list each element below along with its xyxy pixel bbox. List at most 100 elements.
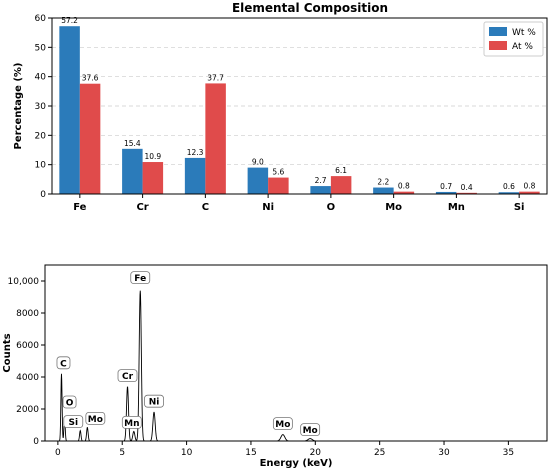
y-tick-label: 0 xyxy=(40,190,46,200)
x-tick-label: Cr xyxy=(136,202,148,213)
peak-label: Ni xyxy=(149,398,160,408)
bar-at xyxy=(330,176,352,194)
bar-data-label: 12.3 xyxy=(187,148,204,157)
x-tick-label: 30 xyxy=(438,448,450,458)
peak-label: Mo xyxy=(275,420,290,430)
bar-wt xyxy=(184,157,206,194)
x-tick-label: Si xyxy=(514,202,525,213)
y-tick-label: 50 xyxy=(35,43,47,53)
x-tick-label: 5 xyxy=(119,448,125,458)
x-tick-label: Mn xyxy=(448,202,465,213)
legend-label-wt: Wt % xyxy=(512,28,536,38)
y-tick-label: 6000 xyxy=(16,341,39,351)
peak-label-box xyxy=(117,369,138,383)
x-tick-label: 0 xyxy=(55,448,61,458)
bar-at xyxy=(205,83,226,194)
spectrum-peak-labels: C O Si Mo Cr Mn Fe Ni Mo Mo xyxy=(56,271,321,437)
bar-chart-x-ticks: Fe Cr C Ni O Mo Mn Si xyxy=(73,194,524,213)
spectrum-chart: 0 2000 4000 6000 8000 10,000 0 5 10 15 20 25 30 35 C… xyxy=(2,264,548,469)
peak-label: O xyxy=(66,399,74,409)
peak-label-box xyxy=(121,415,142,429)
bar-chart-grid xyxy=(52,46,547,166)
legend-swatch-wt xyxy=(489,27,507,36)
x-tick-label: 15 xyxy=(245,448,256,458)
bar-at xyxy=(268,177,289,194)
y-tick-label: 40 xyxy=(35,73,47,83)
bar-data-label: 0.7 xyxy=(440,182,452,191)
peak-label: Mo xyxy=(88,415,103,425)
bar-at xyxy=(456,192,477,194)
spectrum-x-axis-label: Energy (keV) xyxy=(260,458,333,469)
y-tick-label: 10,000 xyxy=(8,277,40,287)
legend-swatch-at xyxy=(489,41,507,50)
bar-chart-bars xyxy=(59,26,540,194)
bar-data-label: 10.9 xyxy=(145,152,162,161)
bar-data-label: 2.2 xyxy=(377,178,389,187)
bar-wt xyxy=(373,187,394,194)
spectrum-y-axis-label: Counts xyxy=(2,333,13,372)
peak-label: Si xyxy=(68,418,78,428)
x-tick-label: 10 xyxy=(181,448,193,458)
peak-label: C xyxy=(60,359,67,369)
bar-data-label: 57.2 xyxy=(61,16,78,25)
bar-chart-legend: Wt % At % xyxy=(483,21,544,57)
x-tick-label: C xyxy=(202,202,209,213)
x-tick-label: 35 xyxy=(503,448,514,458)
legend-label-at: At % xyxy=(512,42,533,52)
peak-label-box xyxy=(62,395,77,409)
peak-label: Fe xyxy=(134,274,146,284)
bar-data-label: 0.4 xyxy=(461,183,473,192)
x-tick-label: Ni xyxy=(262,202,274,213)
bar-chart-frame xyxy=(51,17,548,195)
peak-label: Mo xyxy=(303,426,318,436)
bar-data-label: 37.6 xyxy=(82,74,99,83)
spectrum-frame xyxy=(44,264,548,442)
peak-label-box xyxy=(300,423,321,437)
bar-data-label: 37.7 xyxy=(207,73,224,82)
bar-at xyxy=(519,191,540,194)
bar-chart-y-ticks: 0 10 20 30 40 50 60 xyxy=(35,14,52,200)
spectrum-x-ticks: 0 5 10 15 20 25 30 35 xyxy=(55,441,514,458)
bar-chart-title: Elemental Composition xyxy=(232,1,388,15)
y-tick-label: 30 xyxy=(35,102,47,112)
y-tick-label: 2000 xyxy=(16,405,39,415)
bar-chart-data-labels: 57.2 37.6 15.4 10.9 12.3 37.7 9.0 5.6 2.7 6.1 2.2 0… xyxy=(61,16,535,192)
bar-data-label: 9.0 xyxy=(252,158,264,167)
x-tick-label: Mo xyxy=(385,202,402,213)
peak-label: Cr xyxy=(122,372,134,382)
bar-data-label: 0.8 xyxy=(398,182,410,191)
bar-data-label: 2.7 xyxy=(315,176,327,185)
bar-data-label: 6.1 xyxy=(335,166,347,175)
bar-wt xyxy=(59,26,80,194)
y-tick-label: 0 xyxy=(33,437,39,447)
bar-wt xyxy=(498,192,520,194)
bar-data-label: 5.6 xyxy=(272,168,284,177)
x-tick-label: 20 xyxy=(310,448,322,458)
bar-chart: Elemental Composition 57.2 37.6 15.4 10.9 12… xyxy=(13,1,548,213)
bar-data-label: 15.4 xyxy=(124,139,141,148)
x-tick-label: O xyxy=(327,202,336,213)
peak-label-box xyxy=(56,356,71,370)
spectrum-y-ticks: 0 2000 4000 6000 8000 10,000 xyxy=(8,277,45,447)
peak-label-box xyxy=(63,415,84,429)
y-tick-label: 60 xyxy=(35,14,47,24)
peak-label-box xyxy=(85,411,106,425)
y-tick-label: 8000 xyxy=(16,309,39,319)
y-tick-label: 10 xyxy=(35,161,47,171)
peak-label-box xyxy=(272,417,293,431)
bar-wt xyxy=(247,167,269,194)
bar-data-label: 0.8 xyxy=(523,182,535,191)
x-tick-label: 25 xyxy=(374,448,385,458)
bar-chart-y-axis-label: Percentage (%) xyxy=(13,63,24,150)
y-tick-label: 20 xyxy=(35,131,47,141)
peak-label: Mn xyxy=(124,419,139,429)
bar-wt xyxy=(122,148,143,194)
x-tick-label: Fe xyxy=(73,202,86,213)
bar-at xyxy=(79,83,101,194)
bar-at xyxy=(393,191,415,194)
peak-label-box xyxy=(144,394,164,408)
bar-wt xyxy=(435,191,457,194)
bar-data-label: 0.6 xyxy=(503,182,515,191)
bar-at xyxy=(142,162,164,194)
